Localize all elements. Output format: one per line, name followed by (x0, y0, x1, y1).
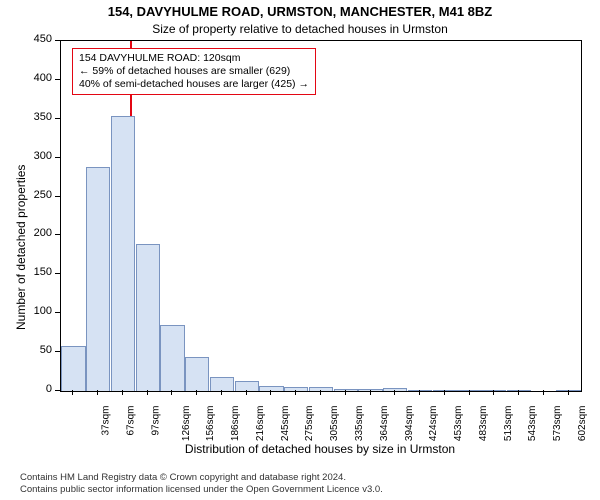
ytick-mark (55, 40, 60, 41)
ytick-label: 0 (12, 383, 52, 395)
annotation-line: 154 DAVYHULME ROAD: 120sqm (79, 52, 309, 65)
xtick-mark (221, 390, 222, 395)
histogram-bar (136, 244, 160, 391)
xtick-mark (518, 390, 519, 395)
xtick-mark (295, 390, 296, 395)
histogram-bar (86, 167, 110, 391)
ytick-label: 400 (12, 72, 52, 84)
xtick-mark (320, 390, 321, 395)
xtick-mark (469, 390, 470, 395)
xtick-label: 37sqm (101, 406, 112, 436)
ytick-mark (55, 351, 60, 352)
xtick-mark (246, 390, 247, 395)
xtick-mark (122, 390, 123, 395)
ytick-mark (55, 312, 60, 313)
histogram-bar (457, 390, 481, 391)
xtick-label: 245sqm (280, 406, 291, 442)
xtick-mark (370, 390, 371, 395)
xtick-label: 216sqm (255, 406, 266, 442)
figure: 154, DAVYHULME ROAD, URMSTON, MANCHESTER… (0, 0, 600, 500)
xtick-label: 602sqm (577, 406, 588, 442)
xtick-label: 424sqm (428, 406, 439, 442)
ytick-mark (55, 79, 60, 80)
xtick-mark (270, 390, 271, 395)
histogram-bar (210, 377, 234, 391)
ytick-label: 50 (12, 344, 52, 356)
footer-credits: Contains HM Land Registry data © Crown c… (20, 472, 383, 496)
ytick-label: 150 (12, 266, 52, 278)
xtick-label: 483sqm (478, 406, 489, 442)
xtick-mark (568, 390, 569, 395)
annotation-line: 40% of semi-detached houses are larger (… (79, 78, 309, 91)
xtick-label: 67sqm (126, 406, 137, 436)
histogram-bar (111, 116, 135, 391)
xtick-mark (394, 390, 395, 395)
ytick-label: 350 (12, 111, 52, 123)
xtick-mark (171, 390, 172, 395)
xtick-label: 543sqm (527, 406, 538, 442)
ytick-mark (55, 234, 60, 235)
xtick-mark (543, 390, 544, 395)
histogram-bar (334, 389, 358, 391)
ytick-label: 100 (12, 305, 52, 317)
xtick-label: 513sqm (503, 406, 514, 442)
histogram-bar (160, 325, 184, 391)
xtick-label: 394sqm (404, 406, 415, 442)
xtick-label: 573sqm (552, 406, 563, 442)
xtick-mark (196, 390, 197, 395)
ytick-mark (55, 390, 60, 391)
x-axis-label: Distribution of detached houses by size … (60, 442, 580, 456)
xtick-label: 335sqm (354, 406, 365, 442)
xtick-mark (72, 390, 73, 395)
histogram-bar (433, 390, 457, 391)
ytick-mark (55, 196, 60, 197)
ytick-mark (55, 273, 60, 274)
histogram-bar (61, 346, 85, 391)
xtick-mark (97, 390, 98, 395)
ytick-label: 300 (12, 150, 52, 162)
xtick-label: 275sqm (305, 406, 316, 442)
footer-line: Contains HM Land Registry data © Crown c… (20, 472, 383, 484)
title-main: 154, DAVYHULME ROAD, URMSTON, MANCHESTER… (0, 4, 600, 19)
annotation-box: 154 DAVYHULME ROAD: 120sqm ← 59% of deta… (72, 48, 316, 95)
histogram-bar (235, 381, 259, 391)
xtick-mark (147, 390, 148, 395)
footer-line: Contains public sector information licen… (20, 484, 383, 496)
xtick-mark (444, 390, 445, 395)
ytick-label: 200 (12, 227, 52, 239)
xtick-label: 364sqm (379, 406, 390, 442)
xtick-label: 97sqm (150, 406, 161, 436)
title-sub: Size of property relative to detached ho… (0, 22, 600, 36)
ytick-label: 450 (12, 33, 52, 45)
histogram-bar (556, 390, 580, 391)
annotation-line: ← 59% of detached houses are smaller (62… (79, 65, 309, 78)
ytick-mark (55, 118, 60, 119)
xtick-label: 126sqm (181, 406, 192, 442)
xtick-label: 186sqm (230, 406, 241, 442)
xtick-label: 305sqm (329, 406, 340, 442)
xtick-mark (419, 390, 420, 395)
xtick-label: 453sqm (453, 406, 464, 442)
ytick-mark (55, 157, 60, 158)
xtick-mark (493, 390, 494, 395)
histogram-bar (185, 357, 209, 391)
ytick-label: 250 (12, 189, 52, 201)
xtick-mark (345, 390, 346, 395)
xtick-label: 156sqm (206, 406, 217, 442)
